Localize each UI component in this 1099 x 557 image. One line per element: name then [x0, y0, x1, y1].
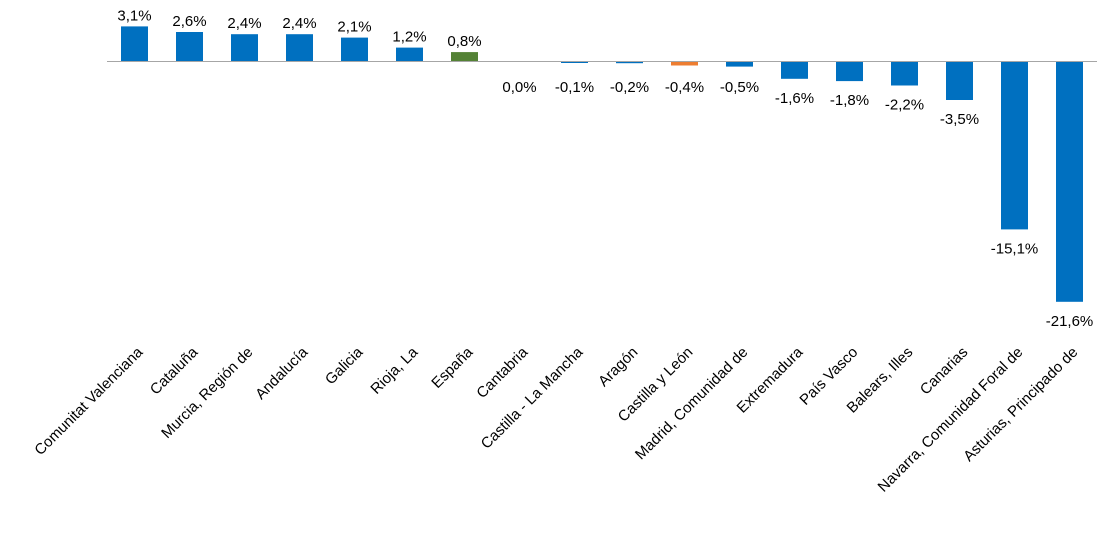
- bar-rioja-la: [396, 47, 423, 61]
- value-labels-layer: 3,1% 2,6% 2,4% 2,4% 2,1% 1,2% 0,8% 0,0% -0,1% -0,…: [117, 7, 1093, 329]
- category-label-aragon: Aragón: [595, 344, 641, 390]
- value-label-cantabria: 0,0%: [502, 79, 536, 96]
- bar-galicia: [341, 37, 368, 61]
- value-label-galicia: 2,1%: [337, 19, 371, 36]
- bar-asturias-principado-de: [1056, 61, 1083, 302]
- category-label-asturias-principado-de: Asturias, Principado de: [960, 344, 1081, 465]
- bars-layer: [121, 26, 1083, 302]
- category-label-castilla-la-mancha: Castilla - La Mancha: [478, 343, 587, 452]
- value-label-balears-illes: -2,2%: [885, 97, 924, 114]
- category-label-canarias: Canarias: [917, 344, 971, 398]
- value-label-castilla-la-mancha: -0,1%: [555, 79, 594, 96]
- value-label-castilla-y-leon: -0,4%: [665, 79, 704, 96]
- value-label-andalucia: 2,4%: [282, 15, 316, 32]
- category-label-andalucia: Andalucía: [252, 343, 312, 403]
- value-label-comunitat-valenciana: 3,1%: [117, 7, 151, 24]
- value-label-pais-vasco: -1,8%: [830, 92, 869, 109]
- value-label-extremadura: -1,6%: [775, 90, 814, 107]
- bar-murcia-region-de: [231, 34, 258, 61]
- category-label-espana: España: [428, 343, 476, 391]
- value-label-asturias-principado-de: -21,6%: [1046, 313, 1094, 330]
- bar-extremadura: [781, 61, 808, 79]
- bar-canarias: [946, 61, 973, 100]
- bar-balears-illes: [891, 61, 918, 86]
- bar-andalucia: [286, 34, 313, 61]
- value-label-navarra-comunidad-foral-de: -15,1%: [991, 240, 1039, 257]
- bar-comunitat-valenciana: [121, 26, 148, 61]
- category-label-murcia-region-de: Murcia, Región de: [158, 344, 256, 442]
- category-label-cataluna: Cataluña: [147, 343, 202, 398]
- category-label-rioja-la: Rioja, La: [367, 343, 421, 397]
- value-label-rioja-la: 1,2%: [392, 29, 426, 46]
- bar-navarra-comunidad-foral-de: [1001, 61, 1028, 230]
- value-label-canarias: -3,5%: [940, 111, 979, 128]
- category-label-comunitat-valenciana: Comunitat Valenciana: [31, 343, 146, 458]
- value-label-aragon: -0,2%: [610, 79, 649, 96]
- bar-espana: [451, 52, 478, 61]
- value-label-madrid-comunidad-de: -0,5%: [720, 79, 759, 96]
- bar-castilla-y-leon: [671, 61, 698, 66]
- value-label-cataluna: 2,6%: [172, 13, 206, 30]
- bar-madrid-comunidad-de: [726, 61, 753, 67]
- category-label-cantabria: Cantabria: [473, 343, 531, 401]
- category-label-galicia: Galicia: [322, 343, 367, 388]
- value-label-espana: 0,8%: [447, 33, 481, 50]
- value-label-murcia-region-de: 2,4%: [227, 15, 261, 32]
- bar-pais-vasco: [836, 61, 863, 82]
- bar-aragon: [616, 61, 643, 64]
- bar-cataluna: [176, 32, 203, 61]
